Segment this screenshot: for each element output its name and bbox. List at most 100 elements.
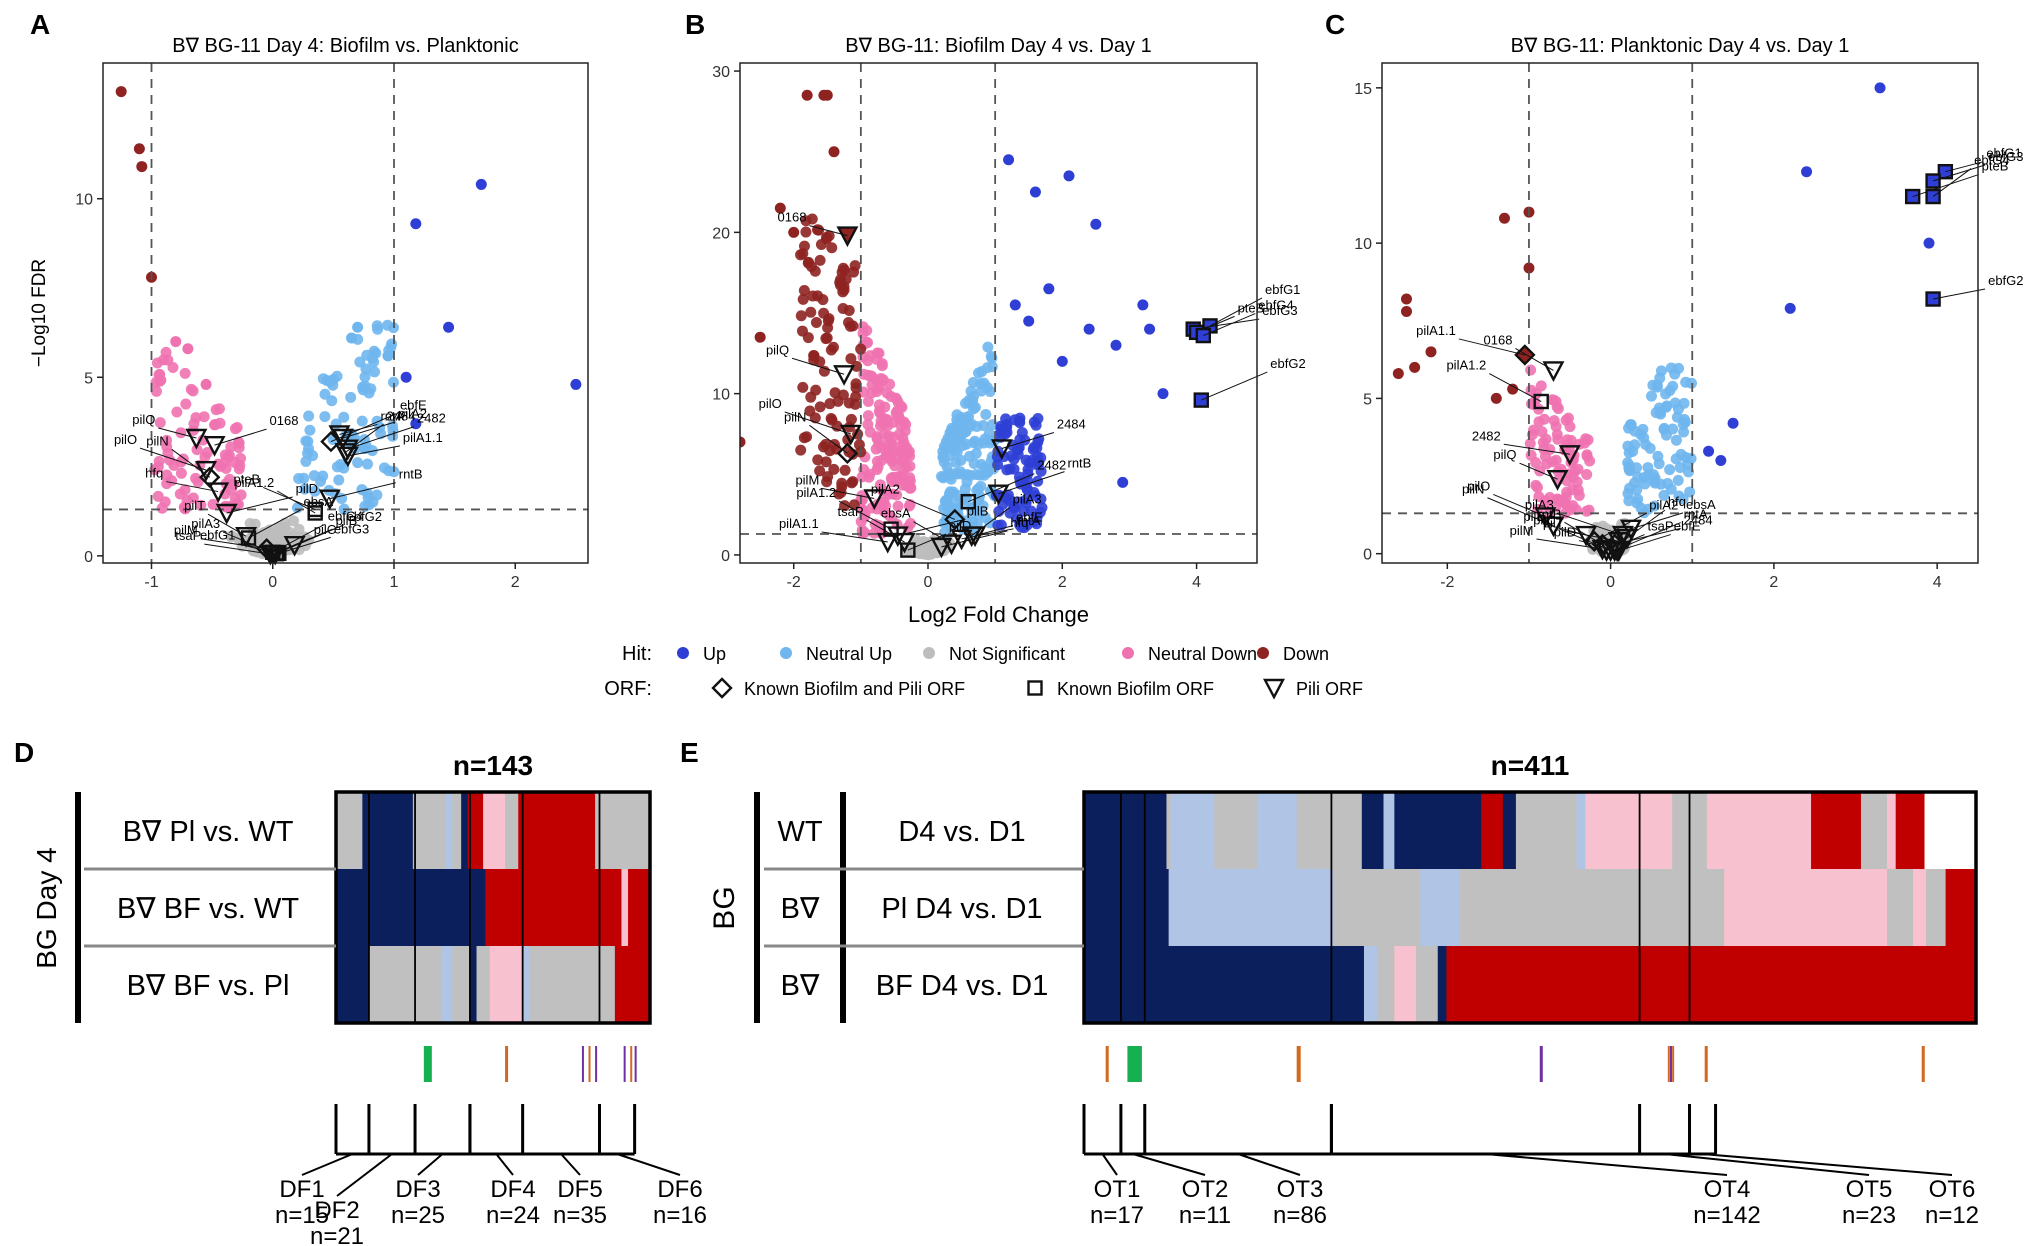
row-label: B∇ BF vs. WT	[117, 893, 299, 925]
marker-label-pilA3: pilA3	[1013, 492, 1042, 507]
legend-hit-swatch	[923, 647, 935, 659]
up-point	[1028, 416, 1040, 428]
up-point	[1003, 154, 1015, 166]
neutral_down-point	[873, 347, 885, 359]
legend-hit-swatch	[1122, 647, 1134, 659]
down-point	[795, 310, 807, 322]
cluster-leader	[301, 1153, 353, 1176]
label-leader	[1203, 313, 1256, 337]
legend-hit-swatch	[780, 647, 792, 659]
feature-tick	[423, 1046, 432, 1082]
up-point	[443, 321, 455, 333]
marker-label-pilB: pilB	[967, 504, 989, 519]
heatmap-cell	[595, 792, 616, 870]
neutral_up-point	[946, 422, 958, 434]
neutral_down-point	[161, 434, 173, 446]
heatmap-cell	[1170, 792, 1215, 870]
neutral_up-point	[309, 485, 321, 497]
neutral_up-point	[387, 376, 399, 388]
chart-title: B∇ BG-11 Day 4: Biofilm vs. Planktonic	[172, 35, 518, 57]
neutral_down-point	[879, 401, 891, 413]
down-point	[1523, 262, 1535, 274]
marker-label-hfq: hfq	[1010, 515, 1028, 530]
legend-hit-swatch	[677, 647, 689, 659]
neutral_up-point	[1682, 458, 1694, 470]
neutral_down-point	[1551, 429, 1563, 441]
marker-rntB	[318, 489, 341, 511]
label-leader	[276, 490, 316, 514]
up-point	[995, 427, 1007, 439]
down-point	[820, 333, 832, 345]
cluster-count-OT2: n=11	[1179, 1202, 1231, 1229]
neutral_up-point	[345, 391, 357, 403]
neutral_up-point	[968, 390, 980, 402]
feature-tick	[1127, 1046, 1136, 1082]
marker-label-rntB: rntB	[1068, 456, 1092, 471]
heatmap-cell	[1811, 792, 1862, 870]
neutral_down-point	[1548, 394, 1560, 406]
marker-label-ebfG1: ebfG1	[200, 528, 235, 543]
neutral_up-point	[939, 443, 951, 455]
cluster-name-OT6: OT6	[1929, 1176, 1976, 1203]
neutral_up-point	[356, 484, 368, 496]
neutral_down-point	[219, 455, 231, 467]
neutral_up-point	[982, 341, 994, 353]
marker-pilA1.2	[883, 521, 899, 537]
label-leader	[1594, 512, 1647, 542]
neutral_down-point	[1524, 438, 1536, 450]
panel-letter: A	[30, 9, 50, 40]
down-point	[849, 398, 861, 410]
heatmap-cell	[469, 946, 478, 1024]
cluster-count-DF1: n=15	[275, 1202, 329, 1229]
marker-label-ebfG2: ebfG2	[1988, 273, 2023, 288]
up-point	[1025, 505, 1037, 517]
neutral_up-point	[326, 395, 338, 407]
neutral_up-point	[352, 457, 364, 469]
cluster-leader	[616, 1153, 681, 1176]
neutral_down-point	[159, 496, 171, 508]
heatmap-cell	[1546, 869, 1725, 947]
marker-label-pteB: pteB	[233, 471, 260, 486]
heatmap-cell	[1168, 869, 1335, 947]
marker-label-rntB: rntB	[1538, 506, 1562, 521]
up-point	[1008, 453, 1020, 465]
row-group-label: BG Day 4	[31, 847, 62, 968]
neutral_down-point	[894, 428, 906, 440]
heatmap-cell	[415, 946, 442, 1024]
label-leader	[214, 428, 267, 446]
heatmap-cell	[1333, 869, 1378, 947]
feature-tick	[1669, 1046, 1672, 1082]
down-point	[1498, 212, 1510, 224]
heatmap-cell	[1214, 792, 1259, 870]
label-leader	[248, 509, 301, 539]
label-leader	[200, 538, 267, 550]
down-point	[812, 290, 824, 302]
down-point	[850, 382, 862, 394]
cluster-leader	[1132, 1153, 1206, 1176]
down-point	[847, 476, 859, 488]
heatmap-cell	[362, 792, 370, 870]
cluster-count-DF5: n=35	[553, 1202, 607, 1229]
neutral_up-point	[1652, 450, 1664, 462]
down-point	[798, 240, 810, 252]
neutral_up-point	[973, 367, 985, 379]
label-leader	[1503, 443, 1570, 455]
heatmap-cell	[452, 792, 462, 870]
heatmap-cell	[485, 869, 524, 947]
x-tick-label: 4	[1192, 574, 1201, 591]
label-leader	[342, 421, 396, 439]
up-point	[1801, 166, 1813, 178]
neutral_up-point	[299, 483, 311, 495]
neutral_up-point	[1667, 380, 1679, 392]
label-leader	[1630, 512, 1684, 530]
up-point	[1035, 493, 1047, 505]
label-leader	[784, 411, 851, 435]
marker-label-ebfG1: ebfG1	[1265, 282, 1300, 297]
down-point	[814, 254, 826, 266]
label-leader	[1488, 373, 1542, 402]
neutral_up-point	[973, 494, 985, 506]
heatmap-cell	[614, 792, 651, 870]
marker-label-pilO: pilO	[1467, 478, 1490, 493]
x-tick-label: -1	[144, 574, 158, 591]
